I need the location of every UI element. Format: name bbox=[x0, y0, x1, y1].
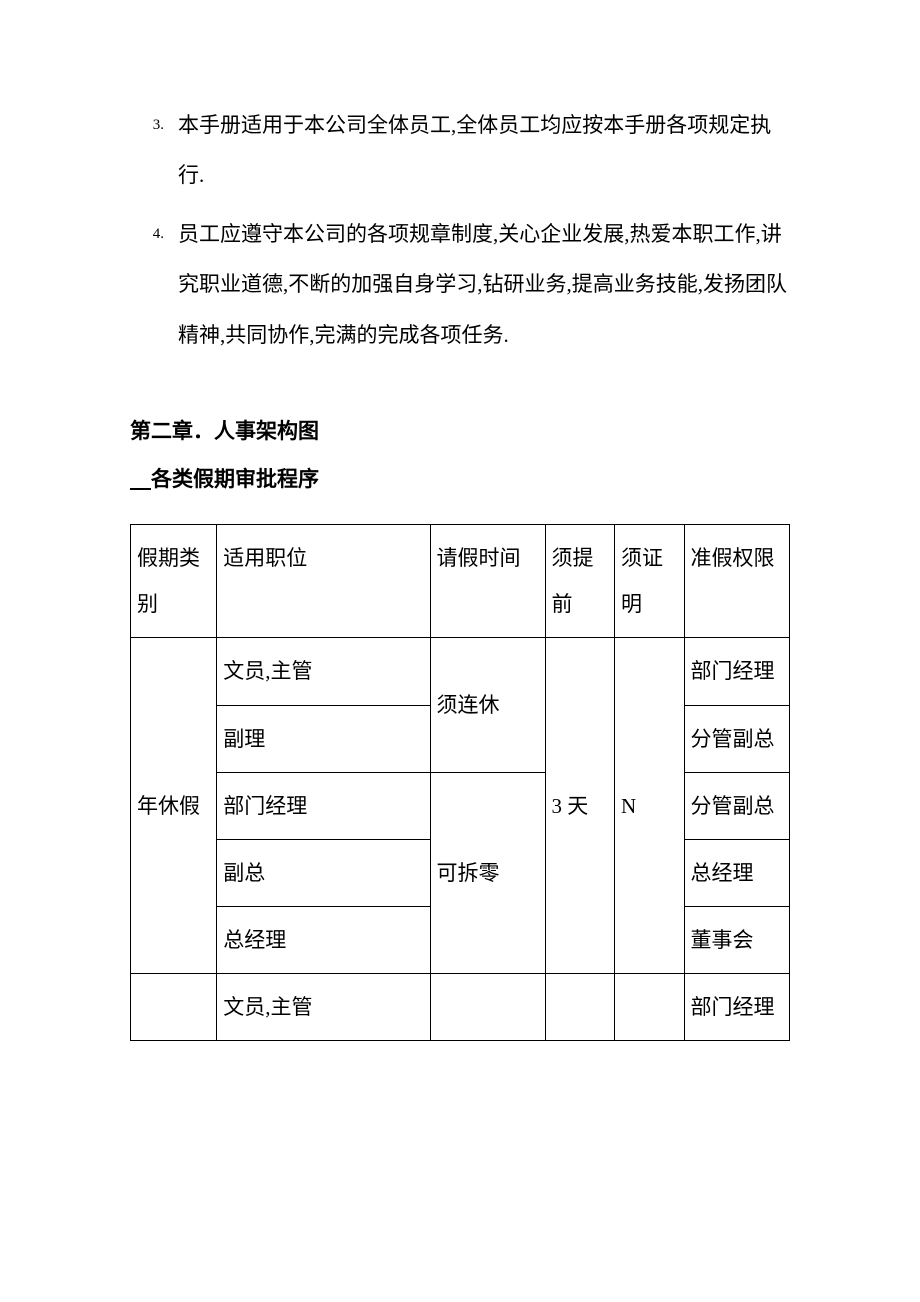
cell-proof: N bbox=[615, 638, 684, 974]
cell-authority: 分管副总 bbox=[684, 705, 789, 772]
cell-proof bbox=[615, 974, 684, 1041]
cell-position: 总经理 bbox=[217, 907, 430, 974]
cell-duration: 可拆零 bbox=[430, 772, 545, 974]
table: 假期类别 适用职位 请假时间 须提前 须证明 准假权限 年休假 文员,主管 须连… bbox=[130, 524, 790, 1042]
table-row: 部门经理 可拆零 分管副总 bbox=[131, 772, 790, 839]
th-proof: 须证明 bbox=[615, 524, 684, 637]
th-advance: 须提前 bbox=[545, 524, 614, 637]
list-item: 3. 本手册适用于本公司全体员工,全体员工均应按本手册各项规定执行. bbox=[130, 100, 790, 201]
cell-position: 副理 bbox=[217, 705, 430, 772]
cell-authority: 总经理 bbox=[684, 839, 789, 906]
cell-type: 年休假 bbox=[131, 638, 217, 974]
table-row: 文员,主管 部门经理 bbox=[131, 974, 790, 1041]
table-header-row: 假期类别 适用职位 请假时间 须提前 须证明 准假权限 bbox=[131, 524, 790, 637]
ordered-list: 3. 本手册适用于本公司全体员工,全体员工均应按本手册各项规定执行. 4. 员工… bbox=[130, 100, 790, 360]
th-duration: 请假时间 bbox=[430, 524, 545, 637]
chapter-heading: 第二章．人事架构图 bbox=[130, 410, 790, 452]
section-text: 各类假期审批程序 bbox=[151, 467, 319, 491]
cell-duration: 须连休 bbox=[430, 638, 545, 772]
cell-authority: 董事会 bbox=[684, 907, 789, 974]
th-position: 适用职位 bbox=[217, 524, 430, 637]
section-heading: 各类假期审批程序 bbox=[130, 458, 790, 500]
list-item: 4. 员工应遵守本公司的各项规章制度,关心企业发展,热爱本职工作,讲究职业道德,… bbox=[130, 209, 790, 360]
cell-position: 部门经理 bbox=[217, 772, 430, 839]
cell-authority: 部门经理 bbox=[684, 638, 789, 705]
list-marker: 3. bbox=[130, 100, 178, 201]
list-text: 本手册适用于本公司全体员工,全体员工均应按本手册各项规定执行. bbox=[178, 100, 790, 201]
cell-authority: 部门经理 bbox=[684, 974, 789, 1041]
cell-position: 副总 bbox=[217, 839, 430, 906]
list-marker: 4. bbox=[130, 209, 178, 360]
list-text: 员工应遵守本公司的各项规章制度,关心企业发展,热爱本职工作,讲究职业道德,不断的… bbox=[178, 209, 790, 360]
th-authority: 准假权限 bbox=[684, 524, 789, 637]
section-underline bbox=[130, 467, 151, 491]
cell-advance: 3 天 bbox=[545, 638, 614, 974]
cell-position: 文员,主管 bbox=[217, 638, 430, 705]
cell-advance bbox=[545, 974, 614, 1041]
cell-position: 文员,主管 bbox=[217, 974, 430, 1041]
cell-duration bbox=[430, 974, 545, 1041]
th-type: 假期类别 bbox=[131, 524, 217, 637]
cell-authority: 分管副总 bbox=[684, 772, 789, 839]
approval-table: 假期类别 适用职位 请假时间 须提前 须证明 准假权限 年休假 文员,主管 须连… bbox=[130, 524, 790, 1042]
table-row: 年休假 文员,主管 须连休 3 天 N 部门经理 bbox=[131, 638, 790, 705]
cell-type bbox=[131, 974, 217, 1041]
